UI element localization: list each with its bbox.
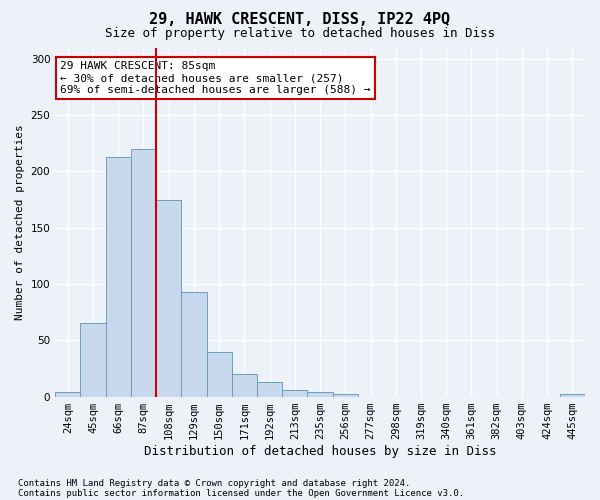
Bar [332, 394, 358, 396]
Bar [257, 382, 282, 396]
X-axis label: Distribution of detached houses by size in Diss: Distribution of detached houses by size … [144, 444, 496, 458]
Bar [181, 292, 206, 397]
Bar [206, 352, 232, 397]
Text: 29 HAWK CRESCENT: 85sqm
← 30% of detached houses are smaller (257)
69% of semi-d: 29 HAWK CRESCENT: 85sqm ← 30% of detache… [61, 62, 371, 94]
Bar [106, 156, 131, 396]
Bar [156, 200, 181, 396]
Text: Size of property relative to detached houses in Diss: Size of property relative to detached ho… [105, 28, 495, 40]
Text: 29, HAWK CRESCENT, DISS, IP22 4PQ: 29, HAWK CRESCENT, DISS, IP22 4PQ [149, 12, 451, 28]
Bar [307, 392, 332, 396]
Text: Contains HM Land Registry data © Crown copyright and database right 2024.: Contains HM Land Registry data © Crown c… [18, 478, 410, 488]
Bar [80, 324, 106, 396]
Bar [232, 374, 257, 396]
Bar [55, 392, 80, 396]
Bar [282, 390, 307, 396]
Text: Contains public sector information licensed under the Open Government Licence v3: Contains public sector information licen… [18, 488, 464, 498]
Bar [560, 394, 585, 396]
Bar [131, 149, 156, 396]
Y-axis label: Number of detached properties: Number of detached properties [15, 124, 25, 320]
